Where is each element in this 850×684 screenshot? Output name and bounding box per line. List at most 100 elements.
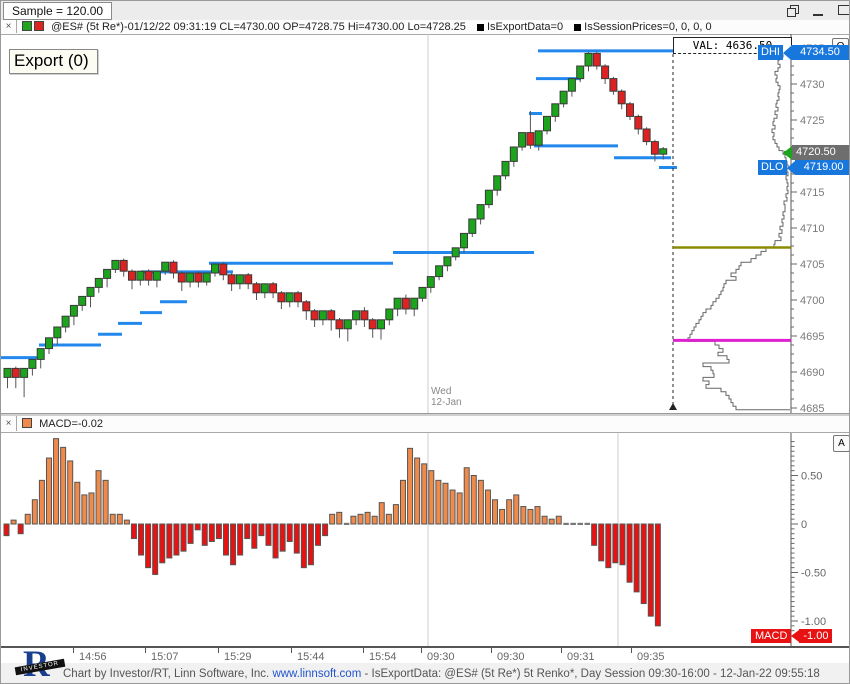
renko-brick xyxy=(526,132,535,146)
macd-bar-positive xyxy=(463,467,470,525)
macd-bar-positive xyxy=(506,499,513,525)
renko-brick xyxy=(584,52,593,67)
renko-brick xyxy=(186,272,195,283)
investor-rt-logo: R INVESTOR xyxy=(14,646,66,683)
macd-bar-negative xyxy=(640,523,647,605)
renko-brick xyxy=(385,308,394,321)
renko-brick xyxy=(103,268,112,279)
macd-bar-positive xyxy=(534,506,541,525)
macd-bar-negative xyxy=(598,523,605,562)
macd-zero-dash xyxy=(584,522,591,525)
renko-brick xyxy=(435,265,444,278)
auto-scale-button[interactable]: A xyxy=(833,435,849,452)
macd-arrow-icon xyxy=(791,630,800,642)
macd-bar-negative xyxy=(654,523,661,627)
macd-bar-positive xyxy=(24,513,31,525)
price-axis-label: 4700 xyxy=(800,295,824,307)
renko-brick xyxy=(484,189,493,206)
restore-window-icon[interactable] xyxy=(787,5,801,17)
renko-brick xyxy=(318,310,327,321)
macd-bar-negative xyxy=(244,523,251,540)
footer-text: Chart by Investor/RT, Linn Software, Inc… xyxy=(63,668,273,680)
macd-bar-positive xyxy=(45,457,52,525)
macd-axis-label: -1.00 xyxy=(801,616,826,628)
close-macd-icon[interactable]: × xyxy=(1,416,17,431)
renko-brick xyxy=(177,272,186,283)
macd-bar-negative xyxy=(215,523,222,540)
renko-brick xyxy=(617,90,626,105)
macd-bar-negative xyxy=(3,523,10,537)
macd-bar-positive xyxy=(527,508,534,525)
macd-bar-negative xyxy=(159,523,166,564)
dlo-arrow-icon xyxy=(786,160,795,175)
macd-bar-positive xyxy=(456,492,463,525)
footer-suffix: - IsExportData: @ES# (5t Re*) 5t Renko*,… xyxy=(361,668,820,680)
close-chart-icon[interactable]: × xyxy=(1,20,17,33)
renko-brick xyxy=(169,261,178,274)
renko-brick xyxy=(393,297,402,310)
macd-bar-negative xyxy=(315,523,322,546)
val-readout: VAL: 4636.50 xyxy=(673,37,792,54)
renko-brick xyxy=(609,78,618,92)
macd-bar-positive xyxy=(442,482,449,525)
down-color-swatch xyxy=(34,21,44,31)
macd-bar-positive xyxy=(123,519,130,525)
maximize-icon[interactable] xyxy=(838,5,849,15)
renko-brick xyxy=(360,310,369,321)
minimize-icon[interactable] xyxy=(813,5,823,16)
renko-brick xyxy=(244,274,253,285)
panel-divider[interactable] xyxy=(1,413,849,417)
macd-bar-positive xyxy=(492,499,499,525)
dhi-value: 4734.50 xyxy=(790,45,849,60)
time-axis-label: 14:56 xyxy=(79,651,107,663)
renko-brick xyxy=(194,272,203,283)
macd-bar-negative xyxy=(258,523,265,537)
macd-bar-negative xyxy=(626,523,633,583)
time-axis-tick xyxy=(421,648,422,653)
renko-brick xyxy=(28,358,37,369)
chart-header-bar: × @ES# (5t Re*)-01/12/22 09:31:19 CL=473… xyxy=(1,20,849,35)
export-flag-swatch xyxy=(476,24,484,31)
renko-brick xyxy=(252,283,261,294)
macd-bar-positive xyxy=(95,470,102,525)
renko-brick xyxy=(576,65,585,80)
macd-axis-label: 0 xyxy=(801,519,807,531)
export-button[interactable]: Export (0) xyxy=(9,49,98,74)
title-bar: Sample = 120.00 xyxy=(1,1,849,21)
macd-bar-negative xyxy=(591,523,598,546)
macd-bar-negative xyxy=(272,523,279,559)
time-axis-label: 15:29 xyxy=(224,651,252,663)
time-axis-tick xyxy=(145,648,146,653)
renko-brick xyxy=(443,256,452,267)
footer-link[interactable]: www.linnsoft.com xyxy=(272,668,362,680)
renko-brick xyxy=(310,310,319,321)
renko-brick xyxy=(401,297,410,310)
price-axis-label: 4705 xyxy=(800,259,824,271)
macd-bar-positive xyxy=(81,494,88,525)
macd-header-bar: × MACD=-0.02 xyxy=(1,416,849,433)
renko-brick xyxy=(302,301,311,312)
renko-brick xyxy=(468,218,477,234)
macd-bar-positive xyxy=(31,499,38,525)
renko-brick xyxy=(152,270,161,281)
time-axis-tick xyxy=(218,648,219,653)
renko-brick xyxy=(94,277,103,288)
macd-bar-positive xyxy=(74,481,81,525)
last-price-value: 4720.50 xyxy=(792,145,849,160)
price-axis-label: 4710 xyxy=(800,223,824,235)
renko-brick xyxy=(418,286,427,299)
macd-bar-positive xyxy=(520,506,527,525)
renko-brick xyxy=(377,319,385,330)
renko-brick xyxy=(53,326,62,339)
renko-brick xyxy=(592,52,601,67)
macd-bar-positive xyxy=(88,492,95,525)
renko-brick xyxy=(269,283,278,294)
dlo-label: DLO xyxy=(758,160,787,175)
renko-brick xyxy=(352,310,361,321)
macd-bar-positive xyxy=(357,513,364,525)
macd-bar-positive xyxy=(67,460,74,525)
macd-bar-positive xyxy=(449,489,456,525)
window-title-tab[interactable]: Sample = 120.00 xyxy=(3,2,113,20)
macd-marker-label: MACD xyxy=(751,629,792,643)
renko-brick xyxy=(3,367,12,378)
